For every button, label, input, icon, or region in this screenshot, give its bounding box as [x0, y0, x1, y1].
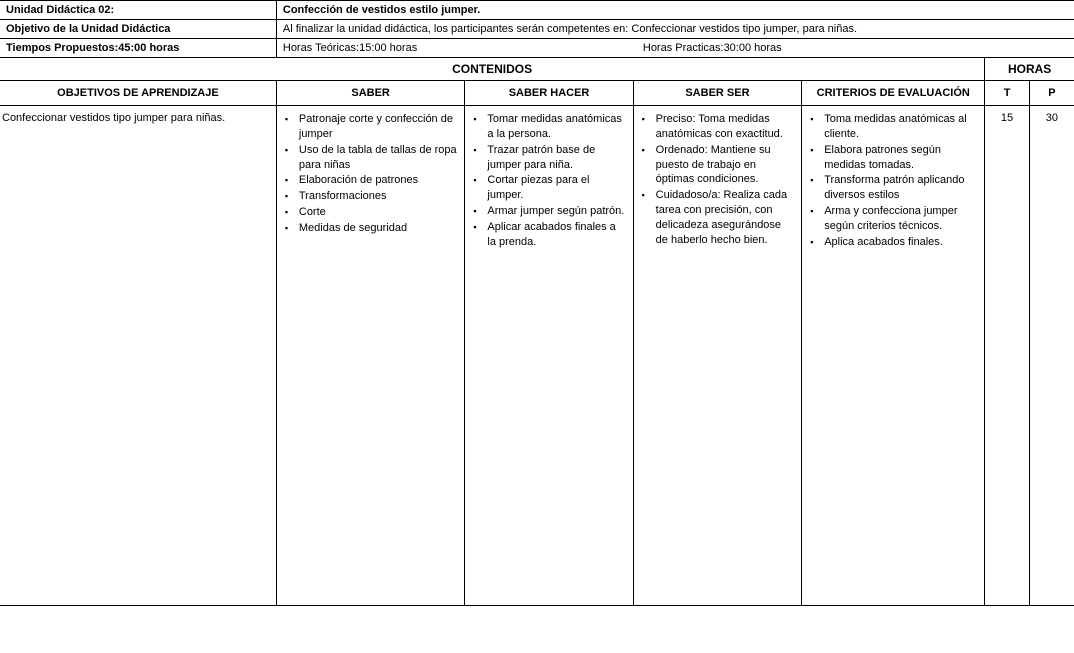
list-item: Preciso: Toma medidas anatómicas con exa…: [654, 112, 796, 142]
list-item: Cuidadoso/a: Realiza cada tarea con prec…: [654, 188, 796, 247]
label-unidad: Unidad Didáctica 02:: [0, 1, 276, 20]
value-objetivo: Al finalizar la unidad didáctica, los pa…: [276, 20, 1074, 39]
list-item: Ordenado: Mantiene su puesto de trabajo …: [654, 143, 796, 188]
cell-saber: Patronaje corte y confección de jumperUs…: [276, 106, 465, 606]
list-item: Medidas de seguridad: [297, 221, 459, 236]
list-item: Trazar patrón base de jumper para niña.: [485, 143, 626, 173]
col-t: T: [985, 81, 1030, 106]
list-item: Corte: [297, 205, 459, 220]
list-item: Uso de la tabla de tallas de ropa para n…: [297, 143, 459, 173]
list-item: Armar jumper según patrón.: [485, 204, 626, 219]
list-item: Aplica acabados finales.: [822, 235, 978, 250]
list-item: Cortar piezas para el jumper.: [485, 173, 626, 203]
col-objetivos: OBJETIVOS DE APRENDIZAJE: [0, 81, 276, 106]
col-saber-ser: SABER SER: [633, 81, 802, 106]
col-saber-hacer: SABER HACER: [465, 81, 633, 106]
cell-p: 30: [1029, 106, 1074, 606]
list-item: Transforma patrón aplicando diversos est…: [822, 173, 978, 203]
value-tiempos: Horas Teóricas:15:00 horas Horas Practic…: [276, 39, 1074, 58]
list-item: Toma medidas anatómicas al cliente.: [822, 112, 978, 142]
list-item: Elabora patrones según medidas tomadas.: [822, 143, 978, 173]
list-item: Patronaje corte y confección de jumper: [297, 112, 459, 142]
cell-criterios: Toma medidas anatómicas al cliente.Elabo…: [802, 106, 985, 606]
label-objetivo: Objetivo de la Unidad Didáctica: [0, 20, 276, 39]
cell-saber-ser: Preciso: Toma medidas anatómicas con exa…: [633, 106, 802, 606]
col-saber: SABER: [276, 81, 465, 106]
row-section-header: CONTENIDOS HORAS: [0, 58, 1074, 81]
row-objetivo: Objetivo de la Unidad Didáctica Al final…: [0, 20, 1074, 39]
cell-saber-hacer: Tomar medidas anatómicas a la persona.Tr…: [465, 106, 633, 606]
row-content: Confeccionar vestidos tipo jumper para n…: [0, 106, 1074, 606]
curriculum-table: Unidad Didáctica 02: Confección de vesti…: [0, 0, 1074, 606]
row-unidad: Unidad Didáctica 02: Confección de vesti…: [0, 1, 1074, 20]
label-tiempos: Tiempos Propuestos:45:00 horas: [0, 39, 276, 58]
row-tiempos: Tiempos Propuestos:45:00 horas Horas Teó…: [0, 39, 1074, 58]
list-item: Arma y confecciona jumper según criterio…: [822, 204, 978, 234]
horas-teoricas: Horas Teóricas:15:00 horas: [283, 42, 643, 54]
header-contenidos: CONTENIDOS: [0, 58, 985, 81]
cell-objetivo: Confeccionar vestidos tipo jumper para n…: [0, 106, 276, 606]
horas-practicas: Horas Practicas:30:00 horas: [643, 42, 782, 54]
header-horas: HORAS: [985, 58, 1074, 81]
list-item: Tomar medidas anatómicas a la persona.: [485, 112, 626, 142]
list-item: Elaboración de patrones: [297, 173, 459, 188]
cell-t: 15: [985, 106, 1030, 606]
value-unidad: Confección de vestidos estilo jumper.: [276, 1, 1074, 20]
col-criterios: CRITERIOS DE EVALUACIÓN: [802, 81, 985, 106]
row-column-headers: OBJETIVOS DE APRENDIZAJE SABER SABER HAC…: [0, 81, 1074, 106]
list-item: Aplicar acabados finales a la prenda.: [485, 220, 626, 250]
col-p: P: [1029, 81, 1074, 106]
list-item: Transformaciones: [297, 189, 459, 204]
